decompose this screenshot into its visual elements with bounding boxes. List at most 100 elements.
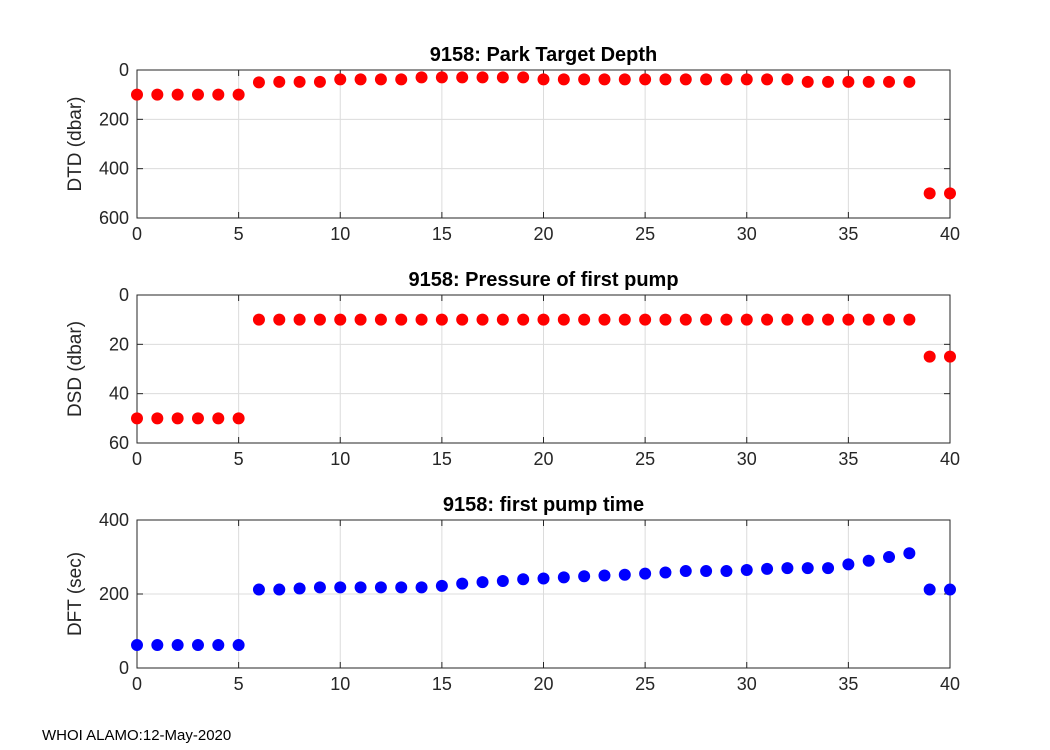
data-point	[232, 412, 245, 425]
data-point	[252, 583, 265, 596]
data-point	[740, 313, 753, 326]
data-point	[191, 412, 204, 425]
y-axis-label: DSD (dbar)	[65, 321, 86, 417]
data-point	[842, 558, 855, 571]
x-tick-label: 20	[533, 449, 553, 469]
data-point	[822, 313, 835, 326]
data-point	[781, 562, 794, 575]
data-point	[679, 565, 692, 578]
y-tick-label: 600	[99, 208, 129, 228]
data-point	[212, 639, 225, 652]
data-point	[862, 313, 875, 326]
data-point	[578, 570, 591, 583]
y-tick-label: 400	[99, 159, 129, 179]
data-point	[456, 71, 469, 84]
data-point	[496, 575, 509, 588]
data-point	[862, 554, 875, 567]
data-point	[456, 577, 469, 590]
data-point	[496, 71, 509, 84]
data-point	[232, 639, 245, 652]
data-point	[252, 76, 265, 89]
y-tick-label: 0	[119, 285, 129, 305]
data-point	[801, 75, 814, 88]
x-tick-label: 10	[330, 449, 350, 469]
x-tick-label: 40	[940, 449, 960, 469]
x-tick-label: 10	[330, 224, 350, 244]
data-point	[435, 579, 448, 592]
data-point	[334, 313, 347, 326]
data-point	[761, 313, 774, 326]
data-point	[598, 313, 611, 326]
data-point	[923, 583, 936, 596]
data-point	[700, 565, 713, 578]
chart-panel-2: 0 5 10 15 20 25 30 35 40 0 20 40 60 9158: Pressure of…	[65, 269, 960, 469]
data-point	[903, 547, 916, 560]
data-point	[374, 313, 387, 326]
data-point	[781, 313, 794, 326]
x-tick-label: 35	[838, 449, 858, 469]
x-tick-label: 25	[635, 224, 655, 244]
x-tick-label: 0	[132, 224, 142, 244]
data-point	[252, 313, 265, 326]
data-point	[171, 88, 184, 101]
data-point	[476, 576, 489, 589]
data-point	[720, 313, 733, 326]
data-point	[923, 350, 936, 363]
data-point	[354, 581, 367, 594]
data-point	[740, 73, 753, 86]
data-point	[415, 313, 428, 326]
data-point	[944, 187, 956, 200]
data-point	[334, 73, 347, 86]
data-point	[618, 568, 631, 581]
data-point	[496, 313, 509, 326]
data-point	[293, 313, 306, 326]
data-point	[659, 73, 672, 86]
data-point	[313, 581, 326, 594]
data-point	[537, 572, 550, 585]
data-point	[903, 75, 916, 88]
x-tick-label: 20	[533, 224, 553, 244]
data-point	[598, 569, 611, 582]
x-tick-label: 35	[838, 224, 858, 244]
data-point	[171, 412, 184, 425]
data-point	[191, 88, 204, 101]
data-point	[883, 313, 896, 326]
data-point	[618, 313, 631, 326]
x-tick-label: 30	[737, 449, 757, 469]
x-tick-label: 15	[432, 224, 452, 244]
data-point	[212, 88, 225, 101]
data-point	[435, 313, 448, 326]
data-point	[395, 73, 408, 86]
data-point	[557, 571, 570, 584]
data-point	[720, 565, 733, 578]
x-tick-label: 0	[132, 674, 142, 694]
x-tick-label: 35	[838, 674, 858, 694]
data-point	[578, 73, 591, 86]
data-point	[679, 73, 692, 86]
x-tick-label: 10	[330, 674, 350, 694]
x-tick-label: 30	[737, 674, 757, 694]
data-point	[598, 73, 611, 86]
data-point	[191, 639, 204, 652]
data-point	[578, 313, 591, 326]
data-point	[131, 639, 143, 652]
data-point	[517, 313, 530, 326]
data-point	[476, 313, 489, 326]
data-point	[415, 581, 428, 594]
chart-title: 9158: Pressure of first pump	[408, 269, 678, 291]
data-point	[862, 75, 875, 88]
data-point	[212, 412, 225, 425]
data-point	[456, 313, 469, 326]
data-point	[781, 73, 794, 86]
data-point	[415, 71, 428, 84]
footer-stamp: WHOI ALAMO:12-May-2020	[42, 727, 232, 744]
data-point	[659, 566, 672, 579]
x-tick-label: 15	[432, 449, 452, 469]
data-point	[151, 639, 164, 652]
x-tick-label: 5	[234, 224, 244, 244]
data-point	[639, 73, 652, 86]
data-point	[273, 583, 286, 596]
y-tick-label: 400	[99, 510, 129, 530]
data-point	[395, 313, 408, 326]
